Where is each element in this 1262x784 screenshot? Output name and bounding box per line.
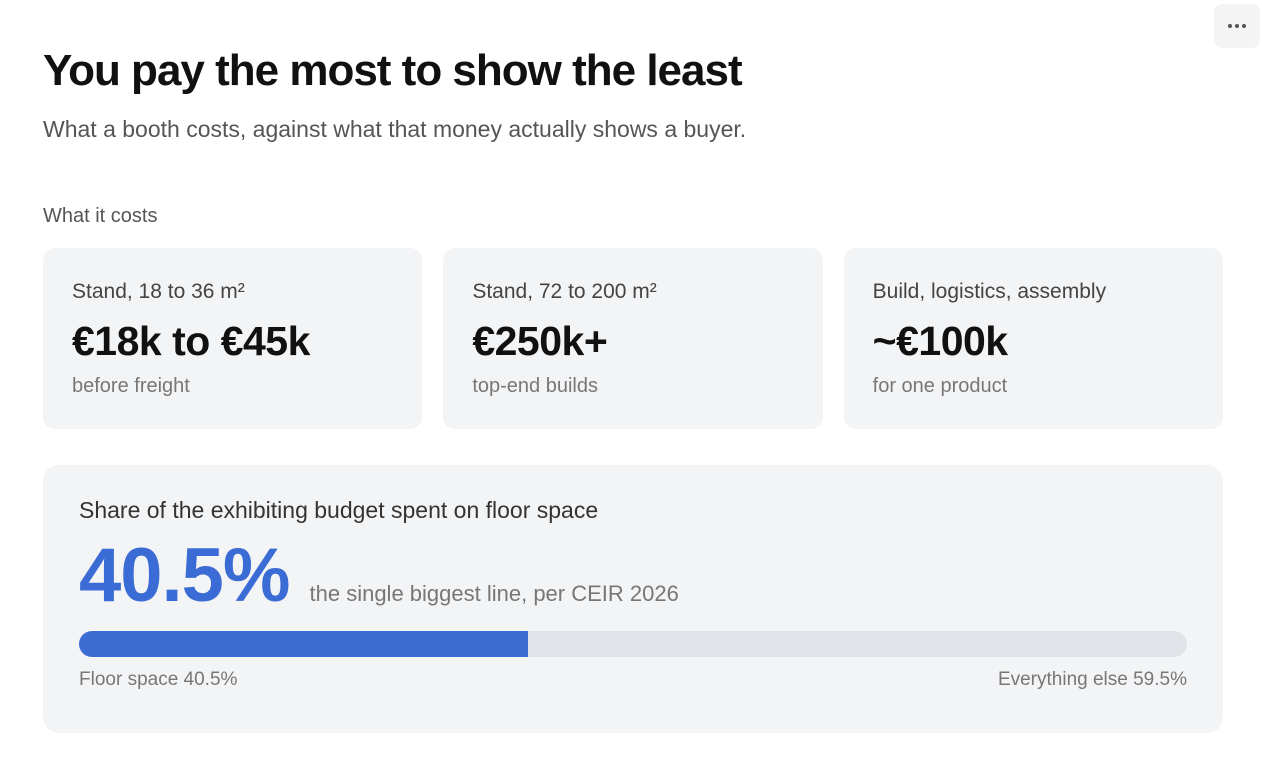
share-title: Share of the exhibiting budget spent on … [79, 497, 599, 523]
cost-card-small-stand: Stand, 18 to 36 m² €18k to €45k before f… [43, 248, 423, 429]
share-progress-fill [79, 631, 528, 657]
share-progress-track [79, 631, 1187, 657]
card-value: €18k to €45k [72, 318, 310, 364]
cost-card-large-stand: Stand, 72 to 200 m² €250k+ top-end build… [443, 248, 823, 429]
everything-else-label: Everything else 59.5% [997, 669, 1187, 690]
floor-space-share-panel: Share of the exhibiting budget spent on … [43, 465, 1223, 733]
share-value: 40.5% [79, 533, 290, 618]
card-label: Stand, 72 to 200 m² [472, 280, 657, 303]
share-bar-labels: Floor space 40.5% Everything else 59.5% [79, 669, 1187, 691]
more-horizontal-icon [1228, 24, 1246, 28]
card-value: €250k+ [472, 318, 608, 364]
share-headline: 40.5% the single biggest line, per CEIR … [79, 536, 1187, 616]
page-subtitle: What a booth costs, against what that mo… [43, 116, 747, 142]
more-options-button[interactable] [1214, 4, 1260, 48]
card-label: Build, logistics, assembly [872, 280, 1107, 303]
page-title: You pay the most to show the least [43, 46, 743, 95]
card-note: top-end builds [472, 375, 598, 397]
costs-section-label: What it costs [43, 205, 158, 227]
card-note: before freight [72, 375, 190, 397]
card-value: ~€100k [872, 318, 1008, 364]
share-note: the single biggest line, per CEIR 2026 [309, 581, 679, 606]
card-label: Stand, 18 to 36 m² [72, 280, 245, 303]
floor-space-label: Floor space 40.5% [79, 669, 238, 690]
cost-cards: Stand, 18 to 36 m² €18k to €45k before f… [43, 248, 1223, 429]
card-note: for one product [872, 375, 1008, 397]
cost-card-build-logistics: Build, logistics, assembly ~€100k for on… [843, 248, 1223, 429]
